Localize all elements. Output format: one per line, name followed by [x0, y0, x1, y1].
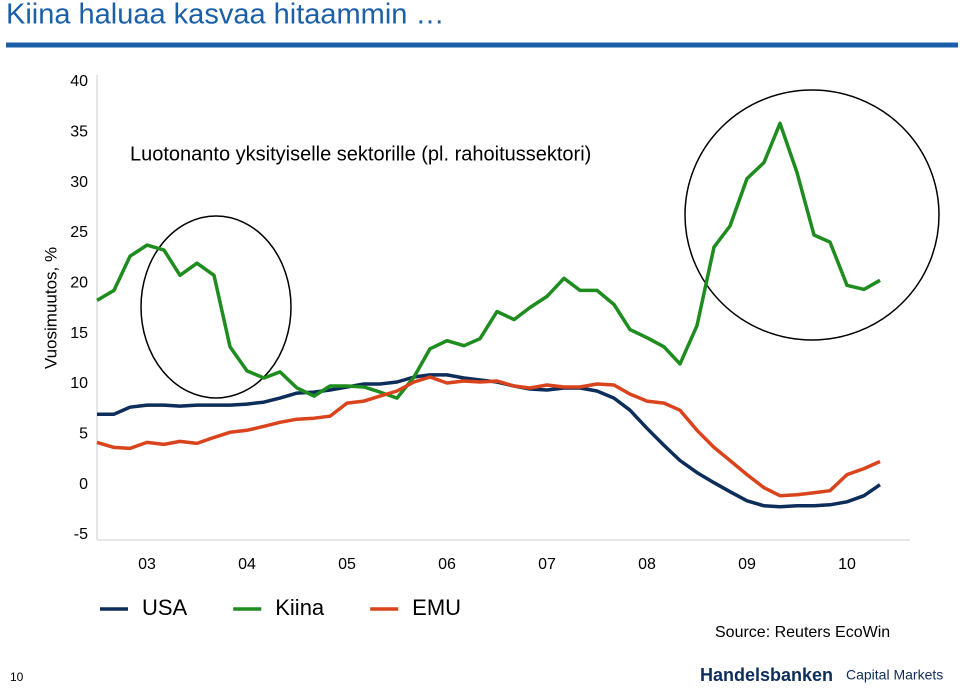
y-tick-label: 10	[70, 375, 88, 392]
x-tick-label: 07	[538, 556, 556, 573]
y-tick-label: 40	[70, 73, 88, 90]
x-tick-label: 08	[638, 556, 656, 573]
annotation: Luotonanto yksityiselle sektorille (pl. …	[130, 143, 591, 165]
series-line	[96, 375, 881, 498]
legend-label: USA	[142, 595, 188, 620]
legend-label: EMU	[412, 595, 461, 620]
y-tick-label: 35	[70, 124, 88, 141]
source: Source: Reuters EcoWin	[715, 624, 890, 641]
y-tick-label: 20	[70, 275, 88, 292]
y-tick-label: 30	[70, 174, 88, 191]
y-tick-label: -5	[74, 526, 88, 543]
highlight-circle	[684, 89, 940, 341]
series-line	[96, 121, 881, 400]
brand-division: Capital Markets	[846, 667, 943, 683]
y-tick-label: 25	[70, 224, 88, 241]
slide-title: Kiina haluaa kasvaa hitaammin …	[6, 0, 444, 31]
y-axis-label: Vuosimuutos, %	[41, 247, 60, 369]
y-tick-label: 15	[70, 325, 88, 342]
page-number: 10	[10, 670, 24, 684]
x-tick-label: 04	[238, 556, 256, 573]
x-tick-label: 05	[338, 556, 356, 573]
brand-name: Handelsbanken	[700, 665, 833, 685]
x-tick-label: 09	[738, 556, 756, 573]
x-tick-label: 10	[838, 556, 856, 573]
legend: USA Kiina EMU	[100, 595, 461, 620]
y-tick-label: 0	[79, 476, 88, 493]
y-tick-label: 5	[79, 426, 88, 443]
x-tick-label: 03	[138, 556, 156, 573]
x-tick-label: 06	[438, 556, 456, 573]
legend-label: Kiina	[275, 595, 325, 620]
highlight-circle	[140, 215, 292, 399]
